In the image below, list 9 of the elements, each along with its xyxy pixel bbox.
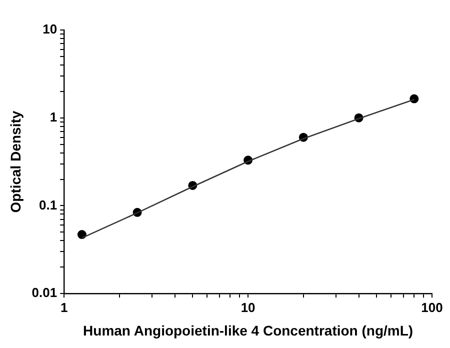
y-tick-label: 0.01 bbox=[32, 285, 58, 300]
x-tick-label: 100 bbox=[421, 300, 443, 315]
y-tick-label: 0.1 bbox=[39, 197, 58, 212]
x-tick-label: 1 bbox=[60, 300, 68, 315]
y-tick-label: 1 bbox=[50, 109, 58, 124]
y-axis-title: Optical Density bbox=[7, 110, 24, 213]
x-tick-label: 10 bbox=[240, 300, 256, 315]
x-axis-title: Human Angiopoietin-like 4 Concentration (ng/mL) bbox=[83, 322, 414, 338]
y-tick-label: 10 bbox=[42, 22, 58, 37]
